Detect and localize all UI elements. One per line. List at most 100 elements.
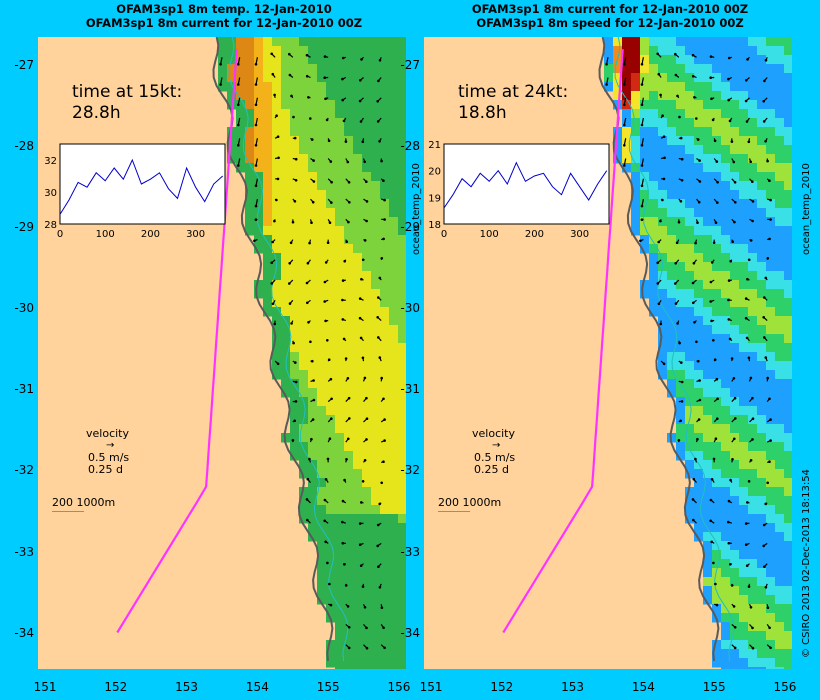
field-cell xyxy=(398,55,406,65)
field-cell xyxy=(353,154,363,164)
field-cell xyxy=(326,91,336,101)
field-cell xyxy=(640,289,650,299)
field-cell xyxy=(604,64,614,74)
field-cell xyxy=(640,46,650,56)
field-cell xyxy=(308,172,318,182)
field-cell xyxy=(326,127,336,137)
field-cell xyxy=(739,415,749,425)
field-cell xyxy=(739,424,749,434)
field-cell xyxy=(326,487,336,497)
field-cell xyxy=(371,235,381,245)
field-cell xyxy=(263,172,273,182)
field-cell xyxy=(281,100,291,110)
field-cell xyxy=(766,199,776,209)
field-cell xyxy=(730,406,740,416)
field-cell xyxy=(335,631,345,641)
inset-y-tick: 19 xyxy=(428,193,441,204)
field-cell xyxy=(380,199,390,209)
field-cell xyxy=(236,91,246,101)
field-cell xyxy=(748,505,758,515)
field-cell xyxy=(317,370,327,380)
vector-head xyxy=(306,301,309,305)
y-tick-label: -27 xyxy=(14,58,34,73)
field-cell xyxy=(362,451,372,461)
field-cell xyxy=(371,568,381,578)
field-cell xyxy=(766,631,776,641)
vector-head xyxy=(712,241,716,244)
field-cell xyxy=(757,361,767,371)
vector-head xyxy=(291,439,295,442)
field-cell xyxy=(613,73,623,83)
field-cell xyxy=(748,343,758,353)
field-cell xyxy=(398,532,406,542)
field-cell xyxy=(389,136,399,146)
field-cell xyxy=(694,82,704,92)
field-cell xyxy=(335,280,345,290)
field-cell xyxy=(685,460,695,470)
field-cell xyxy=(380,550,390,560)
field-cell xyxy=(281,127,291,137)
field-cell xyxy=(353,541,363,551)
field-cell xyxy=(703,361,713,371)
velocity-label: velocity xyxy=(472,427,515,440)
field-cell xyxy=(371,262,381,272)
field-cell xyxy=(703,523,713,533)
field-cell xyxy=(712,181,722,191)
vector-head xyxy=(361,480,365,483)
vector-head xyxy=(656,261,659,265)
field-cell xyxy=(748,64,758,74)
field-cell xyxy=(299,118,309,128)
field-cell xyxy=(398,361,406,371)
field-cell xyxy=(739,631,749,641)
field-cell xyxy=(272,289,282,299)
field-cell xyxy=(353,667,363,669)
field-cell xyxy=(299,46,309,56)
field-cell xyxy=(748,667,758,669)
field-cell xyxy=(371,352,381,362)
vector-head xyxy=(769,439,772,442)
field-cell xyxy=(685,469,695,479)
field-cell xyxy=(703,145,713,155)
field-cell xyxy=(676,325,686,335)
field-cell xyxy=(775,334,785,344)
vector-head xyxy=(341,499,345,503)
field-cell xyxy=(371,604,381,614)
field-cell xyxy=(766,154,776,164)
y-tick-label: -31 xyxy=(400,382,420,397)
inset-y-tick: 20 xyxy=(428,167,441,178)
field-cell xyxy=(344,451,354,461)
field-cell xyxy=(335,55,345,65)
field-cell xyxy=(380,244,390,254)
field-cell xyxy=(389,397,399,407)
field-cell xyxy=(757,631,767,641)
field-cell xyxy=(766,559,776,569)
field-cell xyxy=(775,118,785,128)
field-cell xyxy=(317,505,327,515)
field-cell xyxy=(712,388,722,398)
field-cell xyxy=(371,559,381,569)
field-cell xyxy=(317,352,327,362)
field-cell xyxy=(658,298,668,308)
field-cell xyxy=(721,244,731,254)
field-cell xyxy=(784,199,792,209)
field-cell xyxy=(362,289,372,299)
field-cell xyxy=(766,649,776,659)
field-cell xyxy=(694,127,704,137)
field-cell xyxy=(353,397,363,407)
field-cell xyxy=(335,442,345,452)
field-cell xyxy=(371,613,381,623)
route-track xyxy=(502,49,624,634)
field-cell xyxy=(667,280,677,290)
field-cell xyxy=(703,154,713,164)
field-cell xyxy=(272,361,282,371)
field-cell xyxy=(649,172,659,182)
field-cell xyxy=(757,649,767,659)
field-cell xyxy=(299,352,309,362)
field-cell xyxy=(676,91,686,101)
field-cell xyxy=(721,415,731,425)
field-cell xyxy=(784,595,792,605)
field-cell xyxy=(739,253,749,263)
field-cell xyxy=(272,172,282,182)
field-cell xyxy=(757,37,767,47)
field-cell xyxy=(362,82,372,92)
